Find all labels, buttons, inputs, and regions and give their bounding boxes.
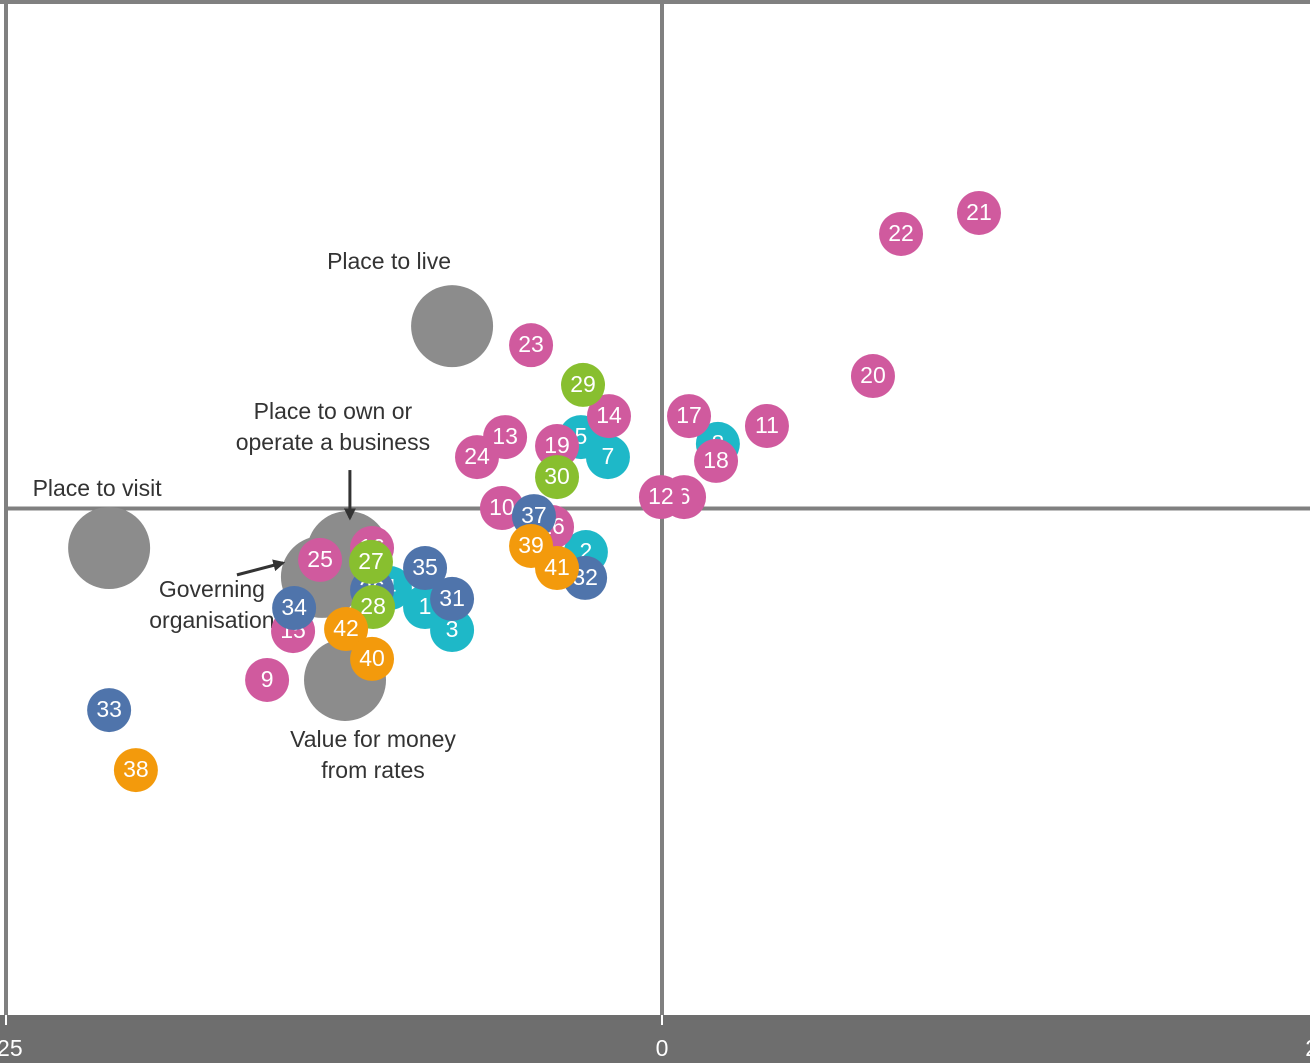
point-label: 10 [489, 494, 515, 520]
point-label: 21 [966, 199, 992, 225]
point-label: 1 [419, 593, 432, 619]
point-label: 25 [307, 546, 333, 572]
topic-bubble [411, 285, 494, 368]
x-tick-label: 25 [1305, 1035, 1310, 1061]
point [561, 362, 606, 407]
point-label: 12 [648, 483, 674, 509]
point-label: 18 [703, 447, 729, 473]
point-label: 11 [755, 412, 779, 438]
point [272, 586, 317, 631]
point-label: 28 [360, 593, 386, 619]
point [694, 438, 739, 483]
point-label: 17 [676, 402, 702, 428]
topic-label: from rates [321, 757, 425, 783]
point [298, 537, 343, 582]
point [245, 657, 290, 702]
point-label: 37 [521, 502, 547, 528]
point-label: 22 [888, 220, 914, 246]
point [403, 546, 448, 591]
point-label: 3 [446, 616, 459, 642]
point-label: 41 [544, 554, 570, 580]
point [879, 211, 924, 256]
point-label: 23 [518, 331, 544, 357]
point [586, 394, 631, 439]
topic-label: organisation [149, 607, 274, 633]
point-label: 13 [492, 423, 518, 449]
annotation-arrow [236, 559, 286, 577]
topic-label: Governing [159, 576, 265, 602]
point [113, 748, 158, 793]
point [535, 455, 580, 500]
point-label: 27 [358, 548, 384, 574]
point [956, 190, 1001, 235]
point [430, 576, 475, 621]
point-label: 35 [412, 554, 438, 580]
point-label: 14 [596, 402, 622, 428]
point [350, 636, 395, 681]
point [455, 435, 500, 480]
point-label: 38 [123, 756, 149, 782]
point [430, 608, 475, 653]
topic-label: Place to own or [254, 398, 413, 424]
point [535, 423, 580, 468]
point [509, 323, 554, 368]
point-label: 29 [570, 371, 596, 397]
topic-label: Place to visit [33, 475, 163, 501]
point-label: 7 [602, 443, 615, 469]
point-label: 40 [359, 645, 385, 671]
point-label: 31 [439, 585, 465, 611]
point [87, 688, 132, 733]
topic-bubble [68, 507, 151, 590]
point-label: 34 [281, 594, 307, 620]
x-axis-band [0, 1015, 1310, 1063]
topic-label: Value for money [290, 726, 456, 752]
point [638, 475, 683, 520]
point [535, 546, 580, 591]
topic-label: Place to live [327, 248, 451, 274]
point [667, 394, 712, 439]
point [324, 607, 369, 652]
point-label: 33 [96, 696, 122, 722]
point [850, 354, 895, 399]
x-tick-label: 0 [656, 1035, 669, 1061]
point-label: 19 [544, 432, 570, 458]
point-label: 24 [464, 443, 490, 469]
point-label: 42 [333, 615, 359, 641]
x-tick-label: -25 [0, 1035, 23, 1061]
point-label: 30 [544, 463, 570, 489]
topic-label: operate a business [236, 429, 430, 455]
point [585, 435, 630, 480]
point [348, 539, 393, 584]
point-label: 20 [860, 362, 886, 388]
point [744, 403, 789, 448]
point-label: 9 [261, 666, 274, 692]
point-label: 39 [518, 532, 544, 558]
